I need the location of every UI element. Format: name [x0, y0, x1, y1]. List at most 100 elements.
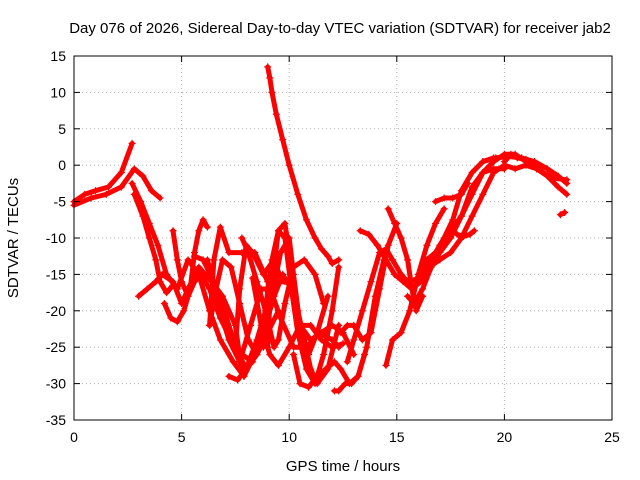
data-point-marker	[169, 227, 177, 235]
data-point-marker	[317, 336, 325, 344]
data-point-marker	[234, 376, 242, 384]
data-point-marker	[311, 234, 319, 242]
data-point-marker	[249, 274, 257, 282]
data-point-marker	[343, 321, 351, 329]
data-point-marker	[328, 259, 336, 267]
data-point-marker	[117, 183, 125, 191]
y-tick-label: -10	[46, 230, 66, 246]
satellite-track-2	[70, 165, 164, 209]
data-point-marker	[423, 241, 431, 249]
data-point-marker	[152, 256, 160, 264]
x-tick-label: 5	[178, 429, 186, 445]
data-point-marker	[302, 216, 310, 224]
y-tick-label: -5	[54, 194, 67, 210]
data-point-marker	[358, 307, 366, 315]
data-point-marker	[513, 154, 521, 162]
data-point-marker	[147, 187, 155, 195]
satellite-track-20	[264, 63, 343, 267]
x-tick-label: 15	[389, 429, 405, 445]
data-point-marker	[382, 245, 390, 253]
data-point-marker	[180, 307, 188, 315]
data-point-marker	[363, 343, 371, 351]
data-point-marker	[440, 205, 448, 213]
data-point-marker	[335, 256, 343, 264]
satellite-track-14	[238, 234, 328, 351]
data-point-marker	[479, 190, 487, 198]
data-point-marker	[313, 329, 321, 337]
data-point-marker	[563, 190, 571, 198]
data-point-marker	[440, 234, 448, 242]
satellite-track-5	[128, 179, 248, 380]
data-point-marker	[313, 372, 321, 380]
data-point-marker	[238, 234, 246, 242]
y-tick-label: 15	[50, 48, 66, 64]
data-point-marker	[358, 336, 366, 344]
data-point-marker	[227, 263, 235, 271]
data-point-marker	[274, 227, 282, 235]
data-point-marker	[490, 168, 498, 176]
data-point-marker	[264, 63, 272, 71]
data-point-marker	[440, 194, 448, 202]
data-point-marker	[539, 168, 547, 176]
data-point-marker	[268, 88, 276, 96]
data-point-marker	[307, 365, 315, 373]
data-point-marker	[184, 256, 192, 264]
data-point-marker	[264, 343, 272, 351]
data-point-marker	[373, 241, 381, 249]
data-point-marker	[414, 278, 422, 286]
y-tick-label: -25	[46, 339, 66, 355]
data-point-marker	[281, 219, 289, 227]
data-point-marker	[173, 318, 181, 326]
data-point-marker	[324, 292, 332, 300]
data-point-marker	[382, 361, 390, 369]
data-point-marker	[343, 358, 351, 366]
data-point-marker	[556, 211, 564, 219]
data-point-marker	[240, 372, 248, 380]
satellite-track-33-band	[454, 228, 477, 239]
data-point-marker	[137, 198, 145, 206]
data-point-marker	[367, 329, 375, 337]
data-point-marker	[522, 155, 530, 163]
data-point-marker	[274, 361, 282, 369]
data-point-marker	[281, 300, 289, 308]
data-point-marker	[399, 278, 407, 286]
data-point-marker	[307, 321, 315, 329]
satellite-track-22-band	[331, 257, 387, 394]
data-point-marker	[130, 165, 138, 173]
data-point-marker	[203, 223, 211, 231]
data-point-marker	[354, 372, 362, 380]
data-point-marker	[468, 212, 476, 220]
data-point-marker	[231, 343, 239, 351]
data-point-marker	[320, 350, 328, 358]
data-point-marker	[410, 300, 418, 308]
satellite-track-1-band	[71, 140, 135, 205]
data-point-marker	[391, 219, 399, 227]
data-point-marker	[423, 256, 431, 264]
data-point-marker	[384, 205, 392, 213]
data-point-marker	[382, 256, 390, 264]
y-tick-label: -30	[46, 376, 66, 392]
data-point-marker	[251, 350, 259, 358]
data-point-marker	[117, 168, 125, 176]
data-point-marker	[348, 380, 356, 388]
satellite-track-36	[556, 209, 569, 219]
data-point-marker	[305, 383, 313, 391]
data-point-marker	[350, 336, 358, 344]
data-point-marker	[92, 187, 100, 195]
data-point-marker	[406, 278, 414, 286]
data-point-marker	[266, 74, 274, 82]
data-point-marker	[229, 358, 237, 366]
y-tick-label: -20	[46, 303, 66, 319]
x-tick-label: 10	[281, 429, 297, 445]
data-point-marker	[300, 256, 308, 264]
data-point-marker	[257, 321, 265, 329]
data-series	[70, 63, 571, 395]
data-point-marker	[128, 139, 136, 147]
data-point-marker	[391, 270, 399, 278]
data-point-marker	[313, 380, 321, 388]
data-point-marker	[199, 216, 207, 224]
data-point-marker	[300, 336, 308, 344]
data-point-marker	[178, 278, 186, 286]
satellite-track-19-band	[265, 220, 342, 387]
data-point-marker	[468, 183, 476, 191]
